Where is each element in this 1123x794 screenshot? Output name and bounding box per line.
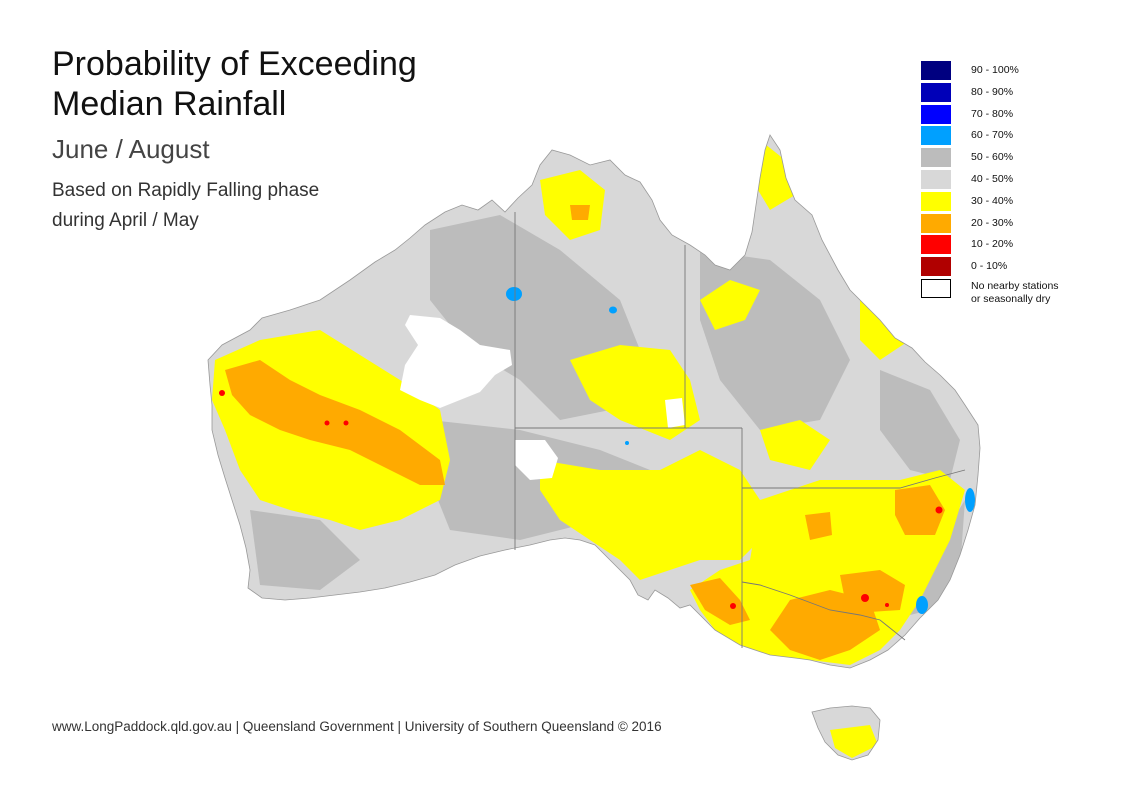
legend-swatch	[921, 257, 951, 277]
legend-label: 90 - 100%	[971, 64, 1019, 76]
title-line-1: Probability of Exceeding	[52, 45, 417, 83]
basis-line-2: during April / May	[52, 210, 199, 231]
legend-label: 50 - 60%	[971, 151, 1014, 164]
legend-swatch	[921, 191, 951, 211]
basis-line-1: Based on Rapidly Falling phase	[52, 180, 320, 201]
period-subtitle: June / August	[52, 134, 210, 164]
legend-swatch	[921, 169, 951, 189]
legend-label: 0 - 10%	[971, 260, 1008, 273]
credits-footer: www.LongPaddock.qld.gov.au | Queensland …	[52, 719, 662, 734]
legend-swatch	[921, 126, 951, 146]
legend-swatch	[921, 148, 951, 168]
legend-label: 30 - 40%	[971, 194, 1014, 207]
basis-note: Based on Rapidly Falling phase during Ap…	[52, 176, 319, 236]
legend-swatch	[921, 235, 951, 255]
legend-label: 10 - 20%	[971, 238, 1014, 251]
legend-label: No nearby stations or seasonally dry	[971, 279, 1059, 305]
map-title: Probability of Exceeding Median Rainfall	[52, 44, 417, 124]
legend-swatch	[921, 82, 951, 102]
legend-label: 80 - 90%	[971, 85, 1014, 98]
legend-label: 40 - 50%	[971, 172, 1014, 185]
legend-swatch	[921, 61, 951, 80]
title-line-2: Median Rainfall	[52, 85, 287, 123]
legend-label: 60 - 70%	[971, 129, 1014, 142]
legend-label: 70 - 80%	[971, 107, 1014, 120]
legend-swatch	[921, 278, 951, 298]
legend-swatch	[921, 104, 951, 124]
legend-label: 20 - 30%	[971, 216, 1014, 229]
legend-swatch	[921, 213, 951, 233]
